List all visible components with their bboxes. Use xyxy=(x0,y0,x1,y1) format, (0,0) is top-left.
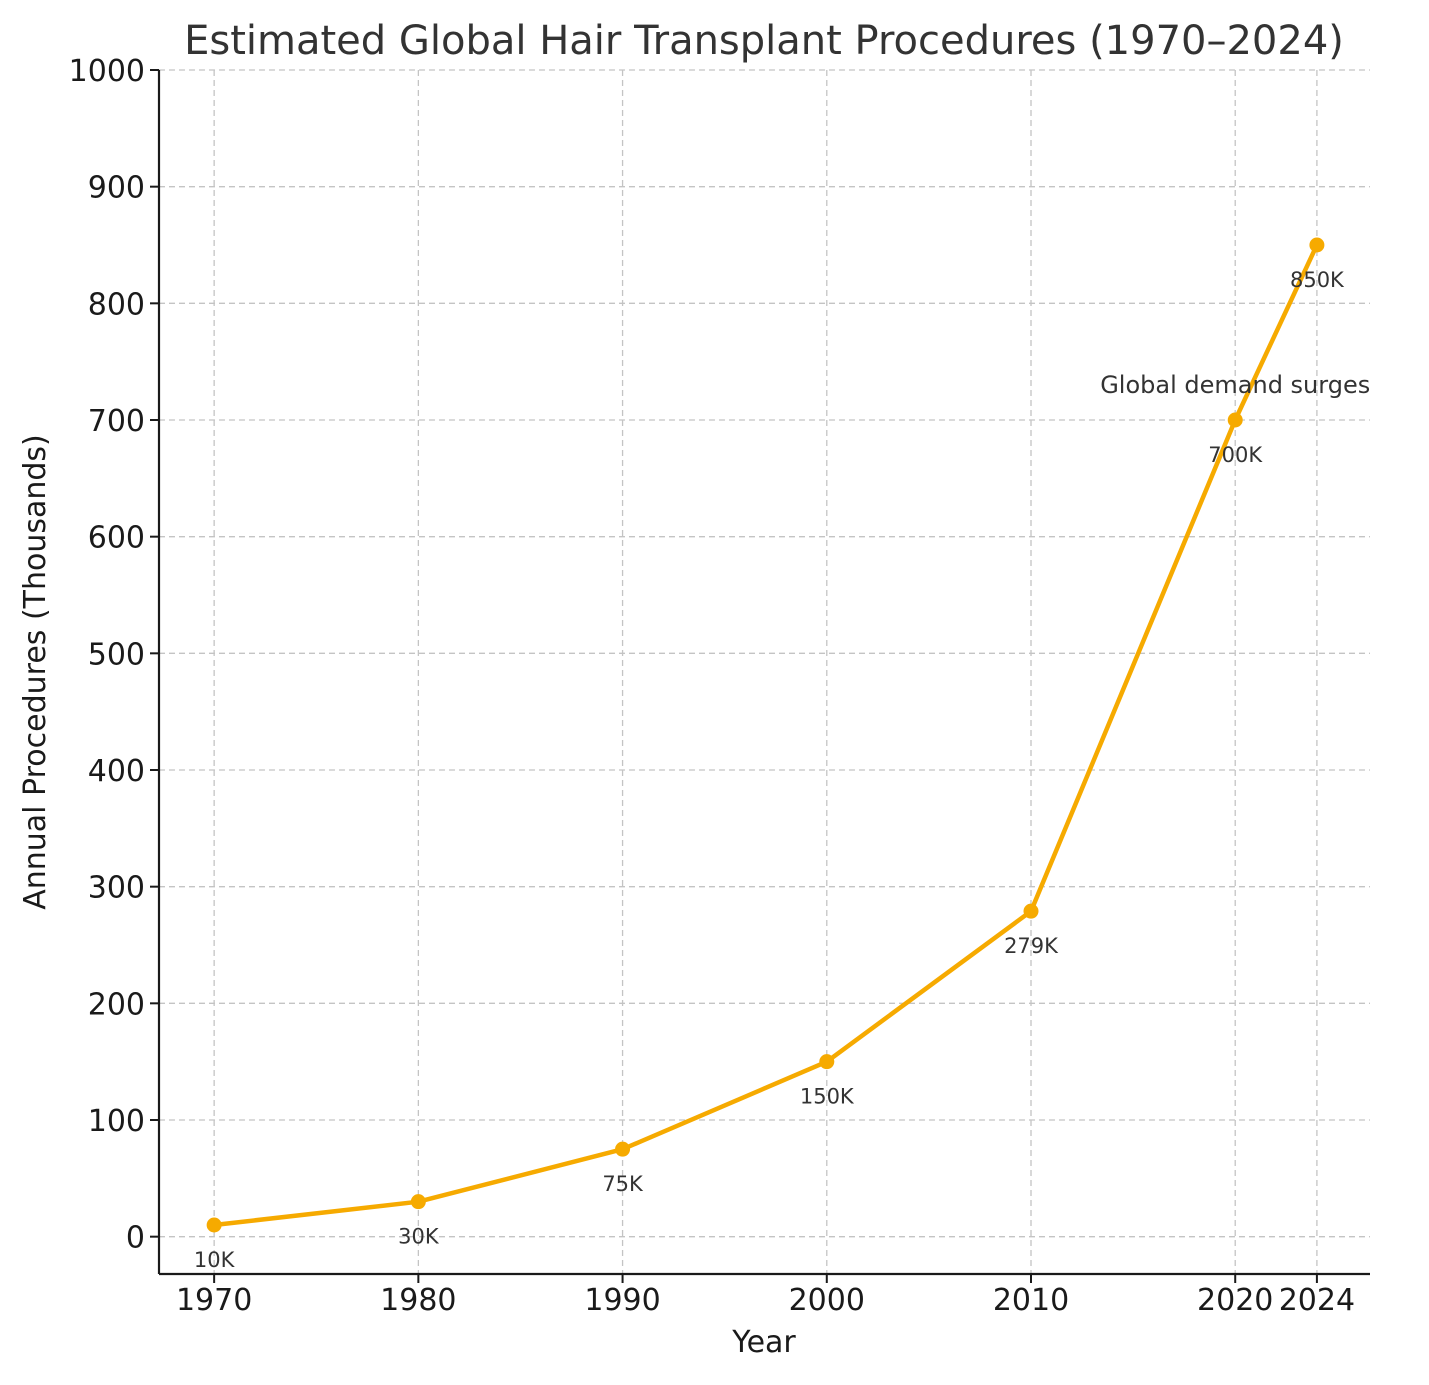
x-tick-label: 1990 xyxy=(584,1283,660,1318)
y-tick-label: 900 xyxy=(88,171,145,206)
y-axis-label: Annual Procedures (Thousands) xyxy=(18,434,53,910)
data-label: 30K xyxy=(398,1225,440,1249)
x-tick-label: 1980 xyxy=(380,1283,456,1318)
data-point xyxy=(1227,412,1243,428)
x-tick-label: 1970 xyxy=(176,1283,252,1318)
grid-lines xyxy=(159,69,1370,1274)
axes: 1970 1980 1990 2000 2010 2020 2024 0 100 200 300 40… xyxy=(69,54,1370,1318)
y-tick-label: 600 xyxy=(88,521,145,556)
x-tick-label: 2024 xyxy=(1279,1283,1355,1318)
data-label: 10K xyxy=(194,1248,236,1272)
annotation-text: Global demand surges xyxy=(1100,371,1370,399)
data-point xyxy=(1023,903,1039,919)
y-tick-label: 1000 xyxy=(69,54,145,89)
data-label: 279K xyxy=(1004,934,1059,958)
x-axis-label: Year xyxy=(731,1325,796,1360)
data-label: 700K xyxy=(1208,443,1263,467)
data-labels: 10K 30K 75K 150K 279K 700K 850K Global demand s… xyxy=(194,268,1370,1272)
x-tick-label: 2020 xyxy=(1197,1283,1273,1318)
y-tick-label: 300 xyxy=(88,871,145,906)
x-tick-label: 2000 xyxy=(789,1283,865,1318)
y-tick-label: 700 xyxy=(88,404,145,439)
data-label: 150K xyxy=(800,1085,855,1109)
data-label: 75K xyxy=(602,1172,644,1196)
y-tick-label: 200 xyxy=(88,987,145,1022)
data-point xyxy=(615,1141,631,1157)
data-point xyxy=(819,1054,835,1070)
y-tick-label: 800 xyxy=(88,287,145,322)
y-tick-label: 0 xyxy=(126,1221,145,1256)
series-layer xyxy=(206,237,1325,1233)
y-tick-label: 500 xyxy=(88,637,145,672)
data-point xyxy=(206,1217,222,1233)
data-point xyxy=(410,1194,426,1210)
data-point xyxy=(1309,237,1325,253)
x-tick-label: 2010 xyxy=(993,1283,1069,1318)
y-tick-label: 400 xyxy=(88,754,145,789)
y-tick-label: 100 xyxy=(88,1104,145,1139)
data-label: 850K xyxy=(1290,268,1345,292)
chart-title: Estimated Global Hair Transplant Procedu… xyxy=(184,18,1344,64)
